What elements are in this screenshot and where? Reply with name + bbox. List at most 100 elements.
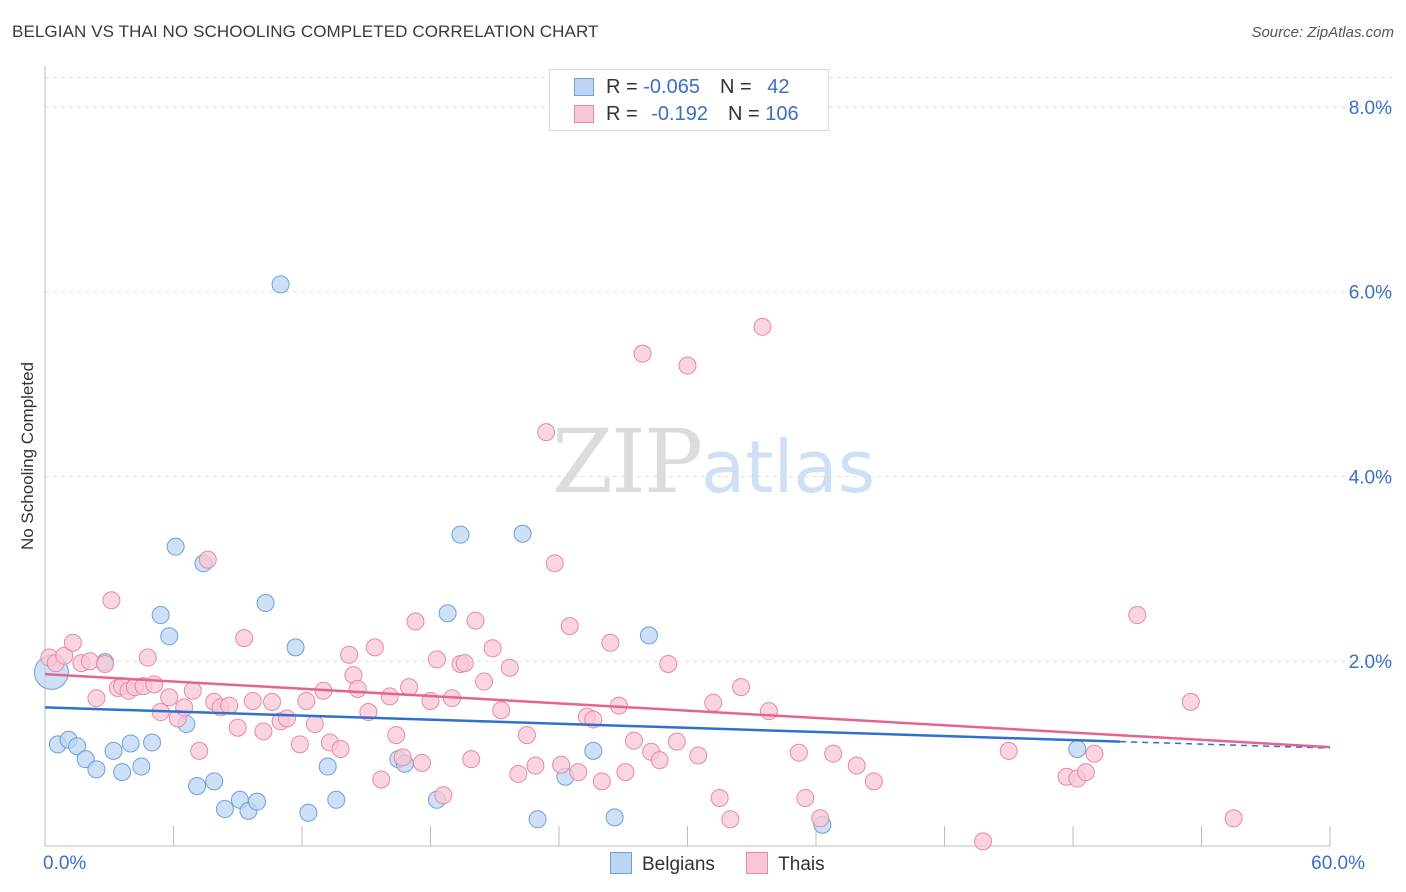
legend-row-belgians: R = -0.065 N = 42	[574, 76, 789, 100]
belgian-point	[256, 594, 275, 613]
belgian-point	[513, 524, 532, 543]
series-legend-thais: Thais	[746, 852, 825, 876]
x-tick-label: 60.0%	[1311, 853, 1365, 874]
belgian-point	[160, 627, 179, 646]
thai-point	[483, 639, 502, 658]
thai-point	[305, 715, 324, 734]
belgian-point	[121, 734, 140, 753]
thai-point	[659, 655, 678, 674]
thai-point	[387, 726, 406, 745]
legend-n-label: N =	[719, 76, 758, 98]
thai-point	[721, 810, 740, 829]
belgian-point	[584, 741, 603, 760]
x-tick-label: 0.0%	[43, 853, 86, 874]
thai-point	[427, 650, 446, 669]
legend-row-thais: R = -0.192 N = 106	[574, 103, 799, 127]
series-legend: Belgians Thais	[610, 852, 851, 876]
y-tick-label: 8.0%	[1349, 98, 1392, 119]
thai-point	[999, 741, 1018, 760]
belgian-point	[639, 626, 658, 645]
thai-point	[616, 763, 635, 782]
thai-point	[667, 732, 686, 751]
legend-r-label: R =	[606, 76, 644, 98]
thai-point	[560, 617, 579, 636]
thai-point	[811, 809, 830, 828]
thai-point	[80, 652, 99, 671]
thai-point	[263, 692, 282, 711]
belgian-point	[248, 792, 267, 811]
thai-point	[63, 633, 82, 652]
belgian-trend-line	[44, 706, 1121, 743]
watermark-atlas: atlas	[701, 425, 876, 509]
belgian-point	[151, 606, 170, 625]
thai-point	[592, 772, 611, 791]
thai-point	[228, 718, 247, 737]
thai-point	[145, 675, 164, 694]
watermark-zip: ZIP	[552, 410, 703, 513]
thai-point	[95, 655, 114, 674]
thai-point	[710, 788, 729, 807]
belgian-point	[299, 803, 318, 822]
belgian-point	[215, 800, 234, 819]
legend-swatch-thais	[574, 105, 594, 123]
thai-point	[243, 691, 262, 710]
series-legend-belgians: Belgians	[610, 852, 715, 876]
thai-point	[689, 746, 708, 765]
thai-point	[1224, 809, 1243, 828]
thai-point	[340, 645, 359, 664]
belgian-point	[1068, 740, 1087, 758]
series-swatch-thais	[746, 852, 769, 874]
thai-point	[175, 698, 194, 717]
thai-point	[569, 763, 588, 782]
thai-point	[365, 638, 384, 657]
belgian-point	[318, 757, 337, 776]
thai-point	[847, 756, 866, 775]
belgian-point	[166, 537, 185, 556]
series-label-thais: Thais	[778, 854, 825, 875]
thai-point	[678, 356, 697, 375]
legend-r-value: -0.192	[651, 103, 708, 125]
thai-point	[380, 687, 399, 706]
thai-point	[601, 633, 620, 652]
belgian-point	[188, 776, 207, 795]
thai-point	[406, 612, 425, 631]
legend-n-value: 42	[767, 76, 790, 98]
thai-point	[526, 756, 545, 775]
thai-point	[789, 743, 808, 762]
thai-point	[466, 611, 485, 630]
thai-point	[412, 753, 431, 772]
thai-point	[331, 740, 350, 758]
thai-point	[278, 709, 297, 728]
thai-point	[759, 702, 778, 721]
thai-point	[254, 722, 273, 741]
belgian-point	[132, 757, 151, 776]
legend-r-label: R =	[606, 103, 644, 125]
thai-point	[492, 701, 511, 720]
thai-point	[796, 788, 815, 807]
thai-point	[864, 772, 883, 791]
correlation-legend: R = -0.065 N = 42 R = -0.192 N = 106	[549, 69, 829, 131]
thai-point	[393, 748, 412, 767]
thai-point	[537, 423, 556, 442]
thai-point	[160, 688, 179, 707]
thai-point	[102, 591, 121, 610]
thai-point	[1181, 692, 1200, 711]
legend-swatch-belgians	[574, 78, 594, 96]
series-label-belgians: Belgians	[642, 854, 715, 875]
legend-r-value: -0.065	[643, 76, 700, 98]
y-tick-label: 2.0%	[1349, 652, 1392, 673]
thai-point	[372, 770, 391, 789]
thai-point	[290, 735, 309, 754]
belgian-point	[68, 737, 87, 756]
chart-title: BELGIAN VS THAI NO SCHOOLING COMPLETED C…	[12, 22, 599, 41]
thai-point	[500, 658, 519, 677]
thai-point	[87, 689, 106, 708]
thai-point	[1128, 606, 1147, 625]
thai-point	[475, 672, 494, 691]
thai-point	[704, 693, 723, 712]
y-tick-label: 4.0%	[1349, 467, 1392, 488]
thai-point	[138, 648, 157, 667]
belgian-point	[327, 790, 346, 809]
thai-point	[348, 679, 367, 698]
